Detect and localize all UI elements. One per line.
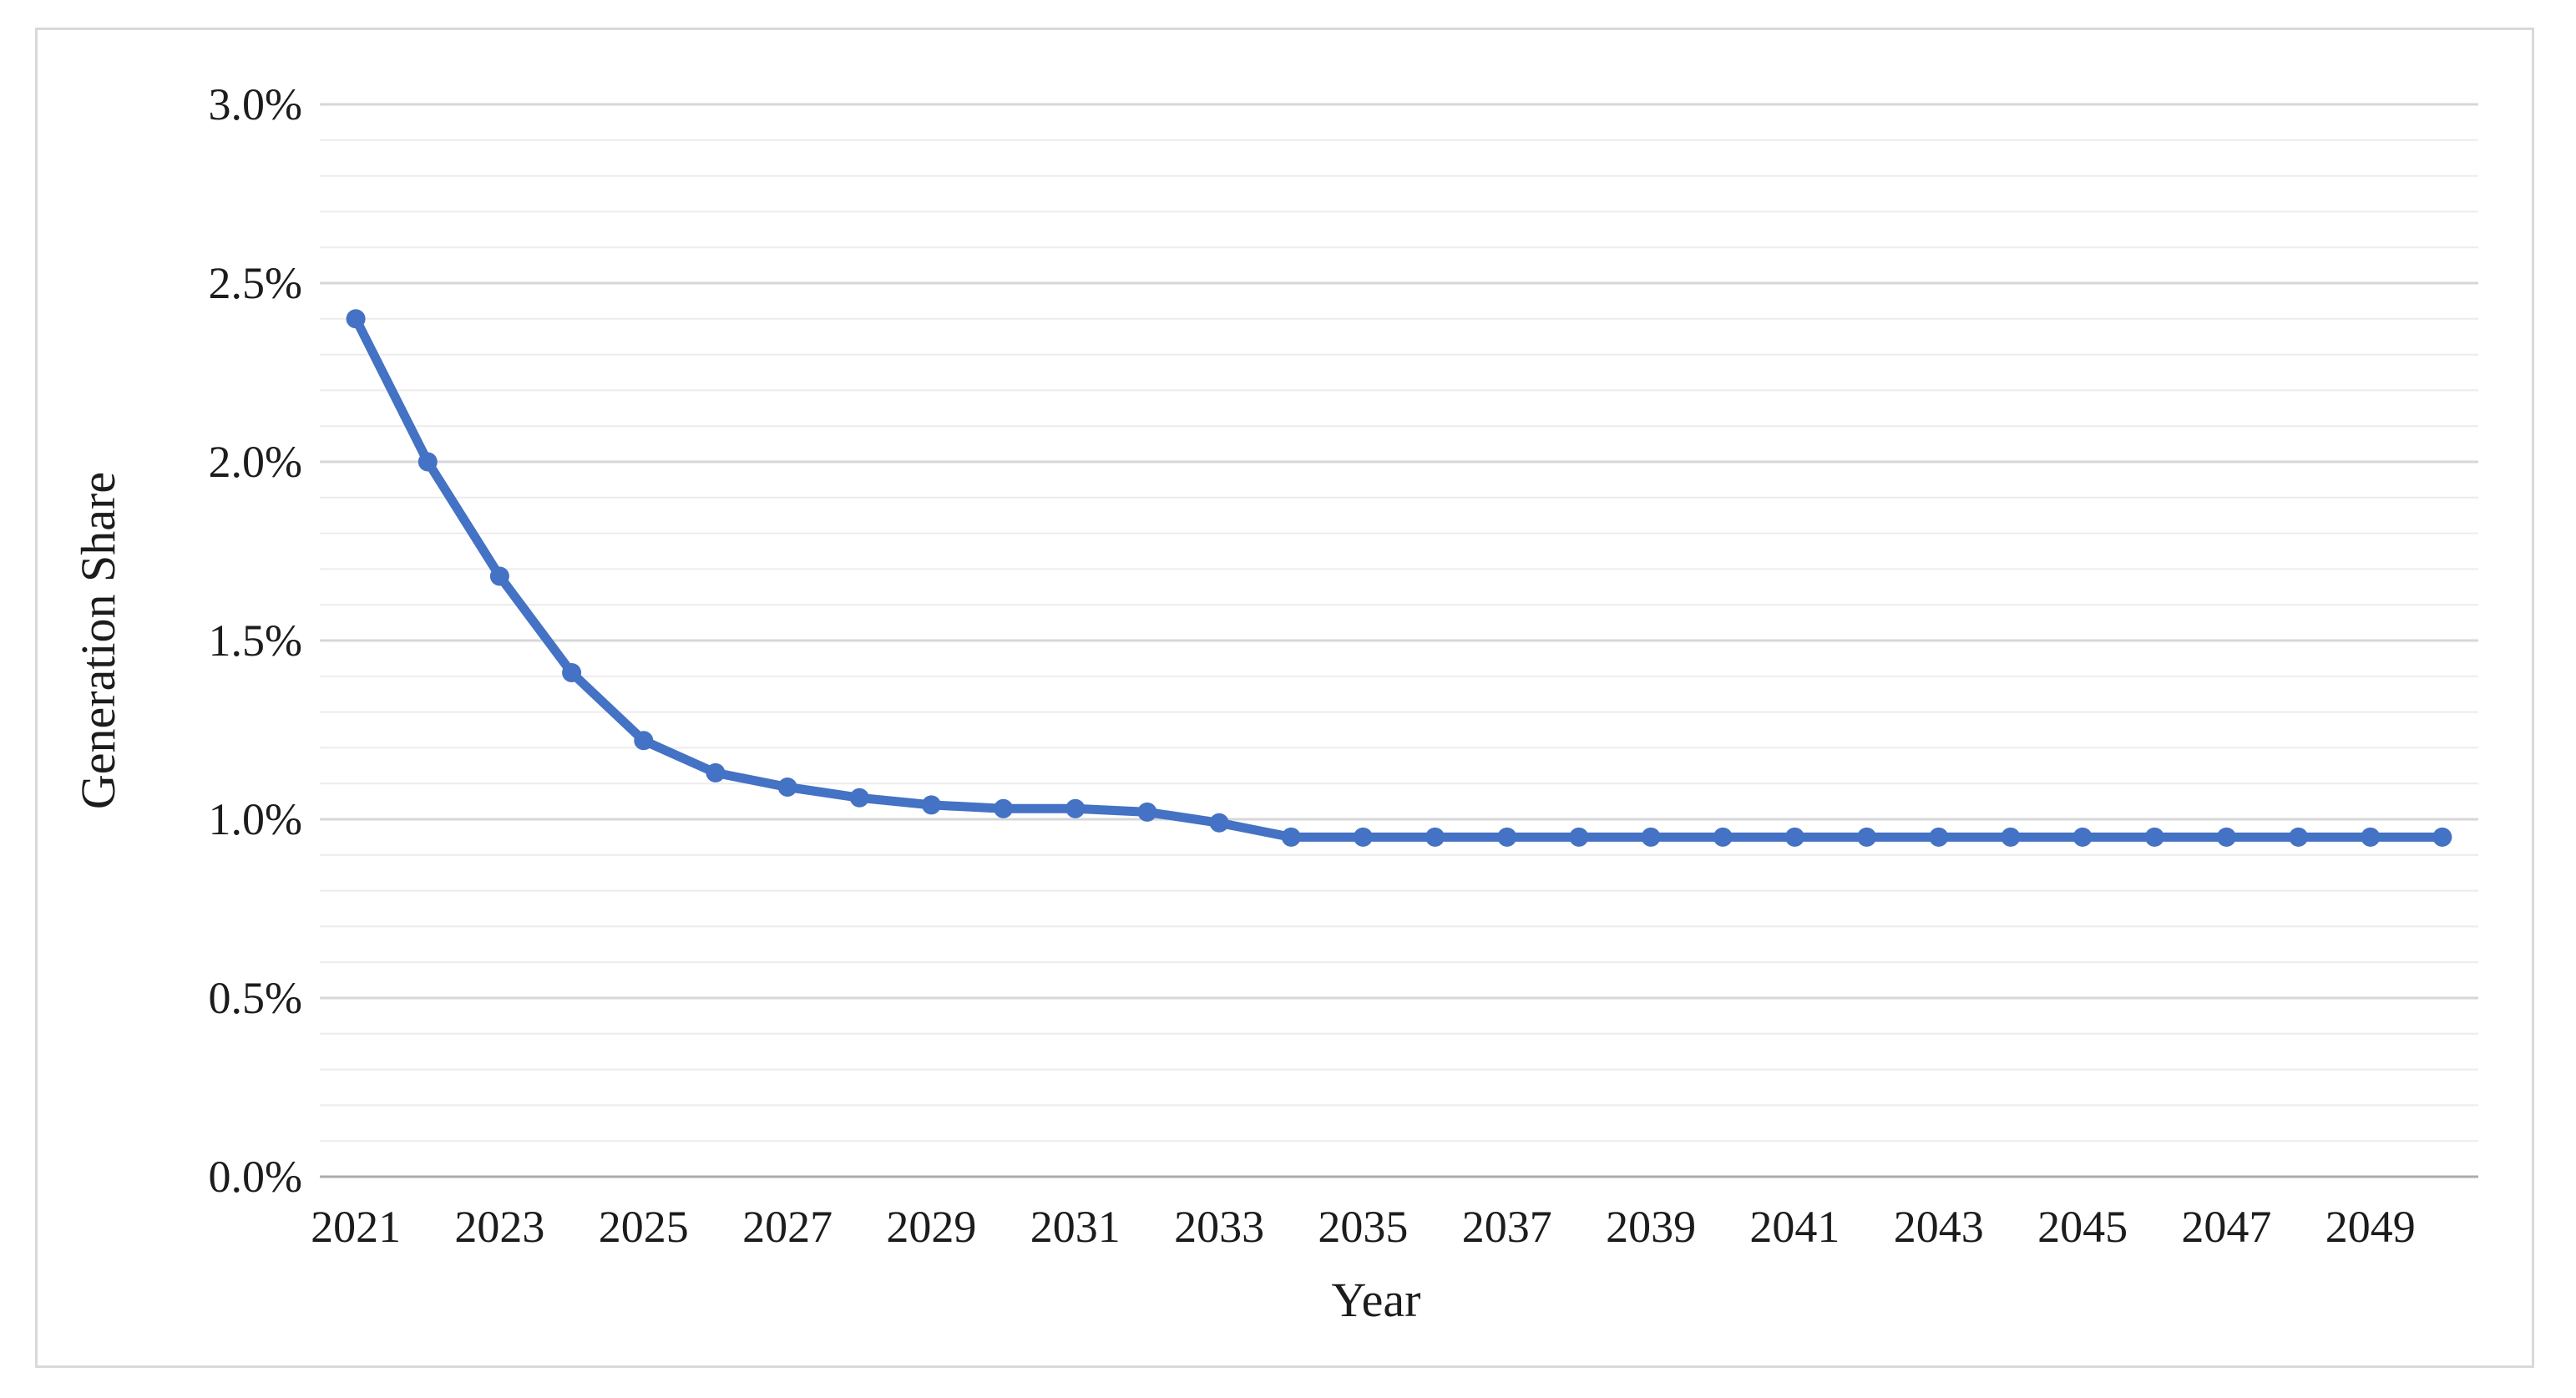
data-point-2047 — [2216, 827, 2236, 847]
x-tick-label: 2045 — [2037, 1202, 2128, 1252]
data-point-2035 — [1353, 827, 1373, 847]
x-axis-title: Year — [1331, 1273, 1421, 1327]
x-tick-label: 2043 — [1894, 1202, 1984, 1252]
x-tick-label: 2041 — [1749, 1202, 1840, 1252]
data-point-2049 — [2361, 827, 2381, 847]
y-tick-label: 2.5% — [209, 258, 302, 308]
data-point-2042 — [1857, 827, 1877, 847]
data-point-2021 — [346, 309, 366, 329]
data-point-2040 — [1713, 827, 1733, 847]
data-point-2039 — [1641, 827, 1661, 847]
x-tick-label: 2029 — [886, 1202, 976, 1252]
data-point-2037 — [1497, 827, 1517, 847]
x-tick-label: 2031 — [1030, 1202, 1121, 1252]
x-tick-label: 2033 — [1174, 1202, 1264, 1252]
data-point-2036 — [1425, 827, 1445, 847]
x-tick-label: 2047 — [2181, 1202, 2271, 1252]
y-axis-title: Generation Share — [71, 471, 125, 810]
x-tick-label: 2025 — [599, 1202, 689, 1252]
data-point-2028 — [849, 788, 869, 808]
y-tick-label: 1.0% — [209, 794, 302, 844]
x-tick-label: 2039 — [1606, 1202, 1696, 1252]
data-point-2038 — [1569, 827, 1589, 847]
data-point-2024 — [562, 663, 582, 682]
data-point-2032 — [1137, 802, 1157, 822]
data-point-2045 — [2072, 827, 2093, 847]
data-point-2031 — [1065, 798, 1086, 818]
x-tick-label: 2035 — [1318, 1202, 1408, 1252]
data-point-2029 — [921, 795, 941, 815]
y-tick-label: 0.5% — [209, 973, 302, 1023]
x-tick-label: 2049 — [2325, 1202, 2416, 1252]
data-point-2026 — [706, 762, 726, 783]
x-tick-label: 2023 — [454, 1202, 544, 1252]
data-point-2034 — [1281, 827, 1301, 847]
x-tick-label: 2021 — [311, 1202, 401, 1252]
data-point-2044 — [2001, 827, 2021, 847]
data-point-2046 — [2144, 827, 2164, 847]
x-tick-label: 2027 — [742, 1202, 833, 1252]
x-tick-label: 2037 — [1462, 1202, 1552, 1252]
data-point-2030 — [994, 798, 1014, 818]
data-point-2041 — [1784, 827, 1804, 847]
y-tick-label: 0.0% — [209, 1152, 302, 1202]
data-point-2027 — [777, 778, 797, 797]
data-point-2048 — [2289, 827, 2309, 847]
y-tick-label: 3.0% — [209, 79, 302, 129]
data-point-2023 — [489, 566, 509, 586]
chart-frame — [35, 28, 2534, 1368]
y-tick-label: 1.5% — [209, 615, 302, 666]
data-point-2022 — [418, 452, 438, 472]
series-line — [351, 314, 2447, 842]
data-point-2050 — [2432, 827, 2452, 847]
data-point-2043 — [1929, 827, 1949, 847]
data-point-2033 — [1209, 813, 1229, 833]
y-tick-label: 2.0% — [209, 437, 302, 487]
data-point-2025 — [634, 731, 654, 751]
